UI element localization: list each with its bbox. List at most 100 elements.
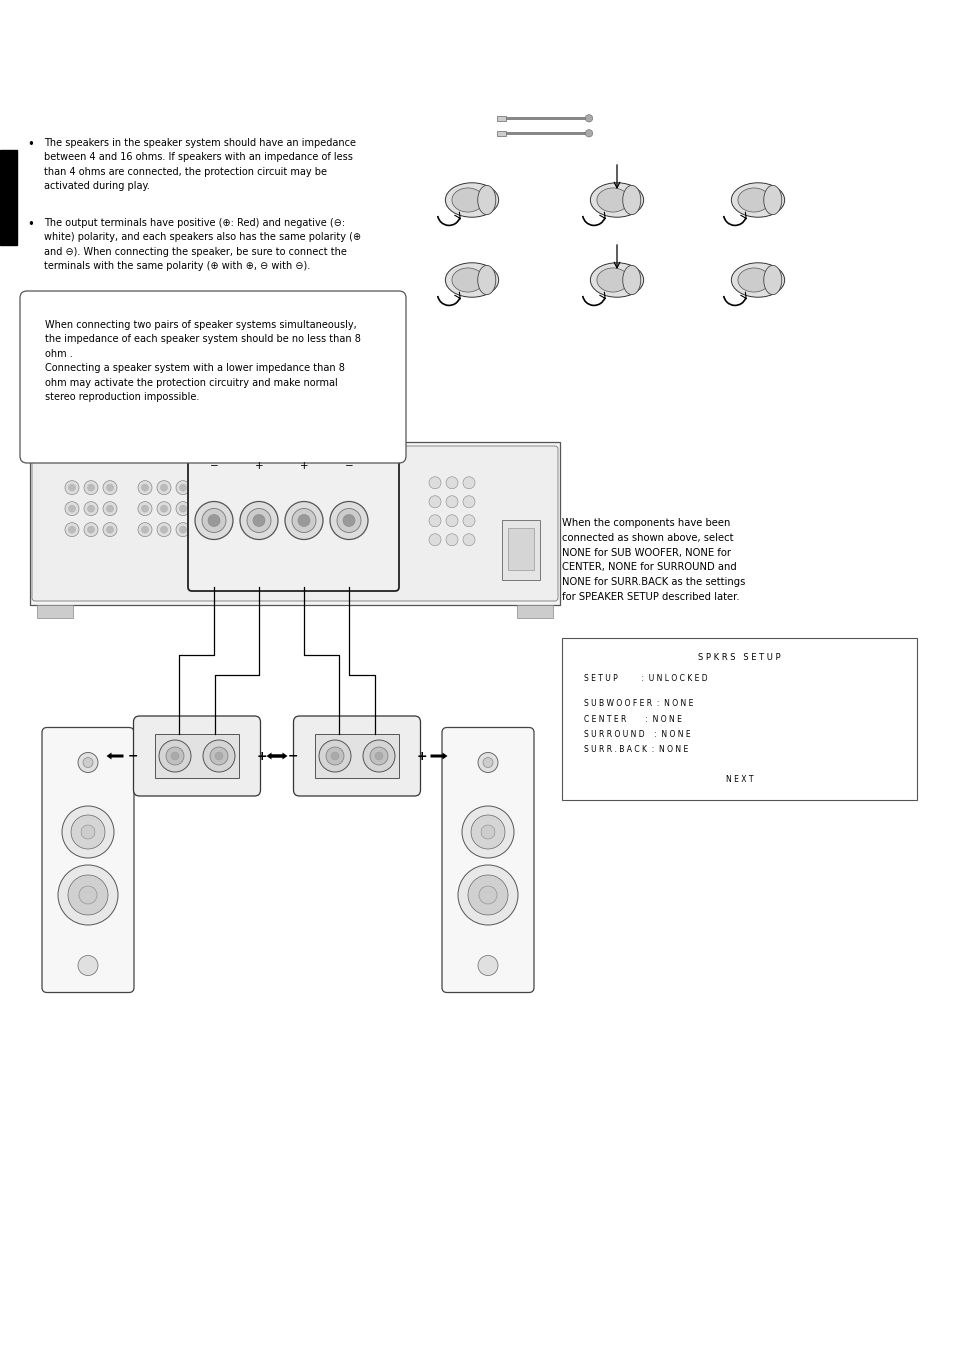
Circle shape [331, 753, 338, 761]
Ellipse shape [763, 185, 781, 215]
Circle shape [214, 753, 223, 761]
Bar [0, 150, 17, 245]
Circle shape [208, 515, 220, 527]
Circle shape [68, 875, 108, 915]
Circle shape [160, 526, 168, 534]
Circle shape [363, 740, 395, 771]
FancyBboxPatch shape [188, 450, 398, 590]
Circle shape [462, 515, 475, 527]
Circle shape [482, 758, 493, 767]
Text: N E X T: N E X T [725, 775, 753, 784]
Text: S U R R O U N D    :  N O N E: S U R R O U N D : N O N E [583, 730, 690, 739]
Circle shape [69, 505, 75, 512]
Circle shape [318, 740, 351, 771]
Circle shape [79, 886, 97, 904]
Circle shape [461, 807, 514, 858]
Circle shape [429, 477, 440, 489]
Circle shape [477, 955, 497, 975]
Circle shape [203, 740, 234, 771]
Bar [37, 605, 73, 617]
Ellipse shape [597, 188, 628, 212]
Circle shape [285, 501, 323, 539]
Circle shape [84, 523, 98, 536]
Circle shape [330, 501, 368, 539]
Circle shape [462, 534, 475, 546]
Ellipse shape [731, 182, 783, 218]
Circle shape [160, 484, 168, 492]
Ellipse shape [445, 182, 498, 218]
Circle shape [326, 747, 344, 765]
Circle shape [457, 865, 517, 925]
Bar [507, 528, 534, 570]
Circle shape [78, 955, 98, 975]
Circle shape [171, 753, 179, 761]
Circle shape [84, 481, 98, 494]
Circle shape [88, 484, 94, 492]
Text: +: + [256, 750, 267, 762]
Ellipse shape [477, 185, 496, 215]
Circle shape [69, 526, 75, 534]
Circle shape [429, 496, 440, 508]
Circle shape [446, 515, 457, 527]
Circle shape [480, 825, 495, 839]
Circle shape [343, 515, 355, 527]
Text: S U B W O O F E R  :  N O N E: S U B W O O F E R : N O N E [583, 698, 693, 708]
Circle shape [141, 526, 149, 534]
Ellipse shape [597, 267, 628, 292]
Ellipse shape [590, 263, 643, 297]
Circle shape [297, 515, 310, 527]
Ellipse shape [445, 263, 498, 297]
Ellipse shape [763, 265, 781, 295]
Circle shape [65, 481, 79, 494]
Circle shape [141, 505, 149, 512]
Ellipse shape [737, 188, 769, 212]
Circle shape [83, 758, 92, 767]
Circle shape [446, 477, 457, 489]
Ellipse shape [477, 265, 496, 295]
FancyBboxPatch shape [294, 716, 420, 796]
Circle shape [202, 508, 226, 532]
Circle shape [429, 534, 440, 546]
Circle shape [585, 115, 592, 122]
FancyBboxPatch shape [133, 716, 260, 796]
Circle shape [585, 130, 592, 136]
FancyBboxPatch shape [42, 727, 133, 993]
Ellipse shape [737, 267, 769, 292]
Circle shape [247, 508, 271, 532]
Text: −: − [344, 461, 353, 471]
Text: When the components have been
connected as shown above, select
NONE for SUB WOOF: When the components have been connected … [561, 517, 744, 603]
Circle shape [175, 481, 190, 494]
FancyArrow shape [107, 753, 123, 759]
Circle shape [138, 501, 152, 516]
Text: S U R R . B A C K  :  N O N E: S U R R . B A C K : N O N E [583, 746, 687, 754]
Circle shape [292, 508, 315, 532]
Circle shape [138, 523, 152, 536]
Circle shape [194, 501, 233, 539]
Circle shape [446, 534, 457, 546]
Circle shape [103, 523, 117, 536]
Text: When connecting two pairs of speaker systems simultaneously,
the impedance of ea: When connecting two pairs of speaker sys… [45, 320, 360, 403]
Ellipse shape [452, 188, 483, 212]
Text: The speakers in the speaker system should have an impedance
between 4 and 16 ohm: The speakers in the speaker system shoul… [44, 138, 355, 192]
Text: +: + [416, 750, 426, 762]
Ellipse shape [590, 182, 643, 218]
Circle shape [210, 747, 228, 765]
Bar [517, 605, 553, 617]
Ellipse shape [622, 185, 640, 215]
Circle shape [478, 886, 497, 904]
Circle shape [157, 501, 171, 516]
Circle shape [84, 501, 98, 516]
Text: •: • [27, 138, 34, 151]
Text: +: + [254, 461, 263, 471]
Circle shape [462, 477, 475, 489]
Circle shape [103, 501, 117, 516]
Circle shape [179, 526, 186, 534]
Bar [504, 132, 588, 135]
Circle shape [58, 865, 118, 925]
Circle shape [78, 753, 98, 773]
FancyBboxPatch shape [441, 727, 534, 993]
Circle shape [429, 515, 440, 527]
Circle shape [166, 747, 184, 765]
Circle shape [69, 484, 75, 492]
Circle shape [107, 526, 113, 534]
